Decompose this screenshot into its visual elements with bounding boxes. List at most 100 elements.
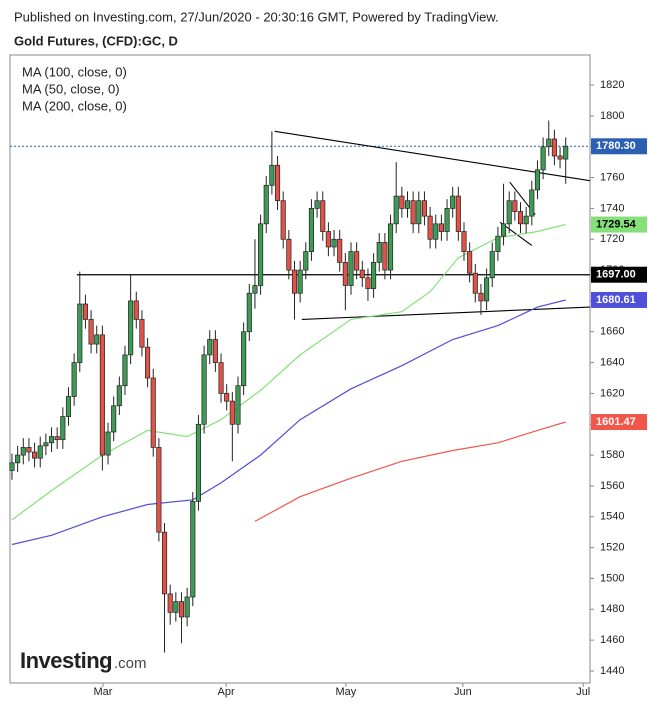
candle-body	[438, 223, 444, 232]
candle-body	[337, 238, 343, 263]
value-box	[591, 266, 647, 283]
y-tick-label: 1500	[600, 572, 624, 584]
y-tick-label: 1820	[600, 79, 624, 91]
x-tick-label: Jun	[454, 686, 472, 698]
legend-entry: MA (100, close, 0)	[22, 64, 127, 79]
candle-body	[241, 331, 247, 387]
candle-body	[523, 215, 529, 225]
x-tick-label: May	[336, 686, 357, 698]
candle-body	[167, 593, 173, 613]
candle-body	[229, 400, 235, 425]
candle-body	[65, 396, 72, 417]
candle-body	[218, 362, 224, 394]
candle-body	[195, 423, 201, 502]
candle-body	[9, 462, 15, 471]
candle-body	[139, 319, 145, 348]
candle-body	[94, 334, 100, 345]
candle-body	[325, 231, 331, 248]
value-box	[591, 138, 647, 155]
candle-body	[37, 445, 43, 459]
candle-body	[291, 269, 298, 294]
candle-body	[512, 200, 518, 212]
candle-body	[201, 354, 207, 425]
candle-body	[77, 303, 83, 363]
candle-body	[320, 200, 326, 232]
candle-body	[178, 601, 185, 618]
ma-line	[254, 421, 566, 522]
x-tick-label: Apr	[218, 686, 235, 698]
candle-body	[224, 393, 230, 402]
value-box-label: 1780.30	[596, 140, 636, 152]
y-tick-label: 1800	[600, 110, 624, 122]
candle-body	[387, 223, 394, 271]
candle-body	[15, 454, 21, 464]
candle-body	[105, 431, 111, 456]
candle-body	[207, 339, 213, 356]
candle-body	[534, 169, 541, 191]
candle-body	[133, 300, 139, 320]
candle-body	[495, 235, 501, 252]
candle-body	[212, 339, 218, 363]
candle-body	[150, 377, 156, 448]
y-tick-label: 1560	[600, 480, 624, 492]
y-tick-label: 1660	[600, 326, 624, 338]
candle-body	[269, 164, 275, 186]
candle-body	[82, 303, 88, 320]
candle-body	[263, 184, 269, 225]
candle-body	[286, 238, 292, 271]
candle-body	[190, 501, 196, 598]
candle-body	[43, 442, 49, 447]
candle-body	[274, 164, 281, 202]
candle-body	[60, 416, 66, 441]
candle-body	[99, 334, 105, 456]
y-tick-label: 1520	[600, 542, 624, 554]
candle-body	[433, 223, 439, 240]
candle-body	[421, 200, 427, 217]
candle-body	[161, 531, 168, 595]
y-tick-label: 1760	[600, 171, 624, 183]
candle-body	[529, 189, 535, 217]
candle-body	[71, 362, 77, 397]
candle-body	[365, 277, 371, 289]
value-box	[591, 414, 647, 431]
y-tick-label: 1580	[600, 449, 624, 461]
candle-body	[258, 223, 264, 286]
candle-body	[461, 231, 467, 252]
logo: Investing	[20, 648, 112, 673]
candle-body	[455, 195, 461, 232]
candle-body	[359, 269, 365, 279]
candle-body	[489, 251, 495, 279]
logo-suffix: .com	[114, 655, 147, 672]
y-tick-label: 1440	[600, 665, 624, 677]
candle-body	[382, 241, 388, 271]
candle-body	[173, 601, 179, 613]
candle-body	[404, 200, 411, 209]
candle-body	[48, 436, 55, 444]
candle-body	[88, 319, 94, 345]
candle-body	[393, 195, 399, 225]
candle-body	[444, 208, 450, 232]
candle-body	[145, 346, 151, 379]
legend-entry: MA (50, close, 0)	[22, 81, 120, 96]
legend-entry: MA (200, close, 0)	[22, 98, 127, 113]
candle-body	[557, 155, 563, 160]
candle-body	[517, 211, 524, 225]
candle-body	[314, 200, 320, 209]
candle-body	[252, 285, 258, 294]
y-tick-label: 1540	[600, 511, 624, 523]
chart-title: Gold Futures, (CFD):GC, D	[14, 33, 178, 48]
candle-body	[331, 238, 337, 248]
candle-body	[280, 200, 286, 240]
candle-body	[376, 241, 382, 263]
y-tick-label: 1720	[600, 233, 624, 245]
candle-body	[371, 262, 377, 289]
plot-frame	[9, 54, 591, 684]
y-tick-label: 1480	[600, 603, 624, 615]
candle-body	[410, 200, 416, 225]
candle-body	[297, 269, 303, 294]
candle-body	[416, 200, 422, 225]
y-tick-label: 1640	[600, 357, 624, 369]
candle-body	[308, 208, 314, 252]
candle-body	[303, 251, 309, 271]
